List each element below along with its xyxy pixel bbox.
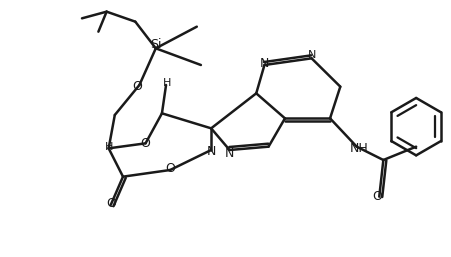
Text: H: H — [163, 78, 171, 88]
Text: N: N — [308, 50, 316, 60]
Text: O: O — [106, 197, 115, 210]
Text: O: O — [141, 137, 151, 150]
Text: N: N — [225, 147, 234, 160]
Text: N: N — [207, 145, 216, 158]
Text: O: O — [133, 79, 142, 93]
Text: O: O — [372, 190, 382, 203]
Text: N: N — [260, 57, 269, 70]
Text: Si: Si — [150, 39, 161, 51]
Text: O: O — [165, 162, 175, 175]
Text: H: H — [105, 142, 113, 152]
Text: NH: NH — [350, 142, 368, 155]
